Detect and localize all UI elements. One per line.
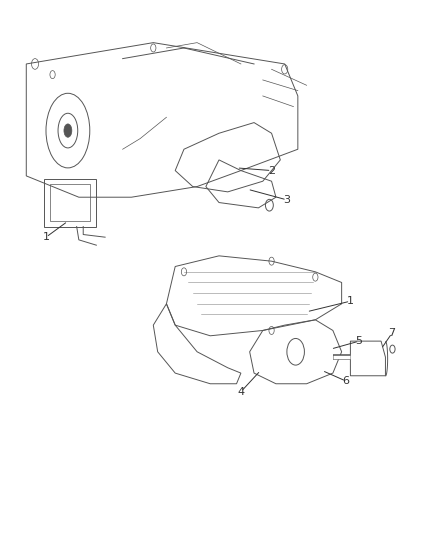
Text: 5: 5: [356, 336, 363, 346]
Text: 7: 7: [389, 328, 396, 338]
Ellipse shape: [390, 345, 395, 353]
Text: 2: 2: [268, 166, 275, 175]
Text: 3: 3: [283, 195, 290, 205]
Text: 4: 4: [237, 387, 244, 397]
Text: 1: 1: [347, 296, 354, 306]
Ellipse shape: [64, 124, 72, 137]
Text: 6: 6: [343, 376, 350, 386]
Text: 1: 1: [42, 232, 49, 242]
